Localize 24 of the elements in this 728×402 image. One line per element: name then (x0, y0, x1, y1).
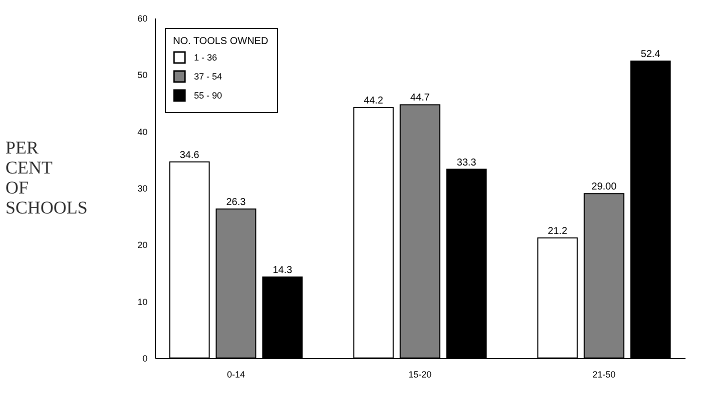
y-axis-title: PER CENT OF SCHOOLS (6, 138, 88, 218)
legend-label: 1 - 36 (194, 52, 218, 62)
data-label: 29.00 (592, 182, 617, 193)
data-label: 33.3 (456, 157, 477, 168)
y-tick-label: 50 (137, 70, 148, 80)
y-tick-label: 0 (142, 354, 148, 364)
data-label: 34.6 (180, 150, 200, 161)
x-tick-label: 0-14 (226, 370, 245, 380)
x-tick-label: 15-20 (408, 370, 432, 380)
y-tick-label: 60 (137, 14, 148, 24)
data-label: 44.7 (410, 92, 430, 104)
data-label: 21.2 (548, 226, 568, 237)
legend-title: NO. TOOLS OWNED (173, 36, 268, 47)
y-tick-label: 40 (137, 126, 148, 137)
data-label: 52.4 (640, 49, 661, 60)
data-label: 14.3 (272, 264, 293, 276)
y-tick-label: 30 (137, 184, 148, 194)
y-tick-label: 10 (137, 296, 148, 307)
y-tick-label: 20 (137, 240, 148, 250)
legend-label: 37 - 54 (194, 72, 222, 82)
legend-label: 55 - 90 (194, 90, 222, 100)
data-label: 26.3 (226, 196, 246, 208)
data-label: 44.2 (364, 96, 384, 107)
x-tick-label: 21-50 (592, 370, 616, 380)
